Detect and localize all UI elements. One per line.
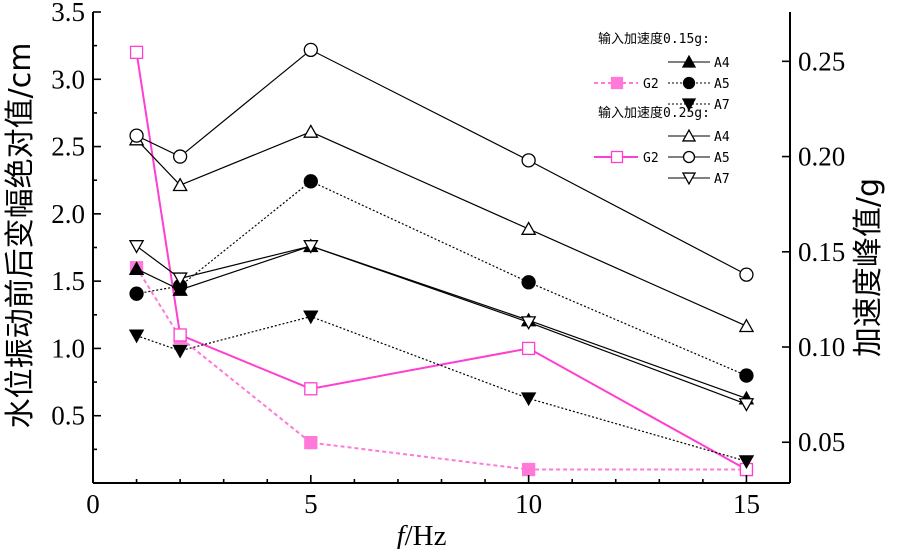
data-point — [520, 392, 537, 407]
data-point — [521, 275, 536, 290]
data-point — [304, 435, 318, 450]
data-point — [173, 328, 187, 342]
legend-group-title: 输入加速度0.15g: — [598, 31, 710, 47]
legend-marker — [681, 128, 697, 142]
legend-marker — [681, 54, 697, 68]
legend-label: A7 — [714, 172, 730, 187]
y-tick-label-right: 0.15 — [798, 237, 845, 267]
data-point — [521, 462, 536, 477]
legend-label-g2: G2 — [643, 77, 659, 92]
y-tick-label-left: 2.5 — [51, 132, 85, 162]
legend-marker — [682, 150, 696, 164]
series-line — [135, 267, 747, 471]
data-point — [129, 128, 144, 143]
legend-label-g2: G2 — [643, 151, 659, 166]
legend-label: A4 — [714, 56, 730, 71]
data-point — [303, 310, 319, 325]
data-point — [738, 398, 755, 412]
y-tick-label-right: 0.20 — [798, 142, 845, 172]
data-point — [739, 267, 754, 282]
y-tick-label-right: 0.10 — [798, 332, 845, 362]
data-point — [128, 329, 145, 344]
legend-label: A4 — [714, 130, 730, 145]
data-point — [304, 382, 318, 396]
x-tick-label: 15 — [733, 489, 760, 519]
series-g2-g0 — [129, 261, 754, 477]
x-tick-label: 5 — [304, 489, 318, 519]
data-point — [129, 286, 144, 301]
series-a5-g1 — [129, 42, 754, 282]
x-axis-title: f/Hz — [397, 520, 447, 549]
series-line — [136, 245, 747, 405]
series-a7-g1 — [128, 240, 755, 412]
data-point — [129, 45, 144, 60]
data-point — [172, 177, 188, 192]
legend-label: A5 — [714, 151, 730, 166]
series-layer — [128, 42, 755, 477]
y-tick-label-right: 0.05 — [798, 427, 845, 457]
data-point — [738, 318, 755, 333]
y-tick-label-left: 3.5 — [51, 0, 85, 27]
y-tick-label-left: 3.0 — [51, 64, 85, 94]
data-point — [521, 153, 536, 168]
legend-marker — [681, 172, 697, 186]
legend-marker — [682, 76, 696, 90]
y-tick-label-left: 2.0 — [51, 199, 85, 229]
data-point — [172, 272, 188, 287]
axes-layer: 0 5 10 15 0.5 1.0 1.5 2.0 2.5 3.0 3.5 0.05 0.10 0.15 0… — [3, 0, 886, 549]
legend-group-title: 输入加速度0.25g: — [598, 105, 710, 121]
data-point — [738, 455, 755, 470]
y-tick-label-right: 0.25 — [798, 46, 845, 76]
x-tick-label: 10 — [515, 489, 542, 519]
legend: 输入加速度0.15g: A4 A5 A7 G2 输入加速度0.25g: A4 A5 A7 G2 — [594, 31, 730, 187]
series-g2-g1 — [129, 45, 754, 477]
data-point — [521, 341, 536, 356]
legend-marker-g2 — [610, 76, 624, 90]
data-point — [303, 42, 318, 58]
y-axis-title-right: 加速度峰值/g — [851, 178, 886, 357]
legend-label: A5 — [714, 77, 730, 92]
series-a4-g0 — [128, 238, 755, 405]
series-line — [136, 315, 747, 462]
series-line — [136, 180, 747, 377]
data-point — [303, 124, 319, 138]
legend-marker-g2 — [610, 150, 624, 164]
data-point — [520, 316, 537, 330]
data-point — [303, 240, 319, 254]
y-tick-label-left: 0.5 — [51, 401, 85, 431]
x-axis-title-unit: /Hz — [405, 520, 447, 549]
y-tick-label-left: 1.0 — [51, 333, 85, 363]
y-axis-title-left: 水位振动前后变幅绝对值/cm — [3, 43, 38, 429]
data-point — [128, 240, 145, 254]
series-a5-g0 — [129, 174, 754, 383]
series-a7-g0 — [128, 310, 755, 470]
data-point — [172, 344, 188, 359]
y-tick-label-left: 1.5 — [51, 266, 85, 296]
data-point — [128, 261, 145, 275]
data-point — [739, 368, 754, 383]
data-point — [520, 221, 537, 235]
data-point — [303, 174, 318, 189]
legend-marker — [681, 98, 697, 112]
legend-label: A7 — [714, 98, 730, 113]
x-tick-label: 0 — [86, 489, 100, 519]
data-point — [172, 149, 188, 164]
